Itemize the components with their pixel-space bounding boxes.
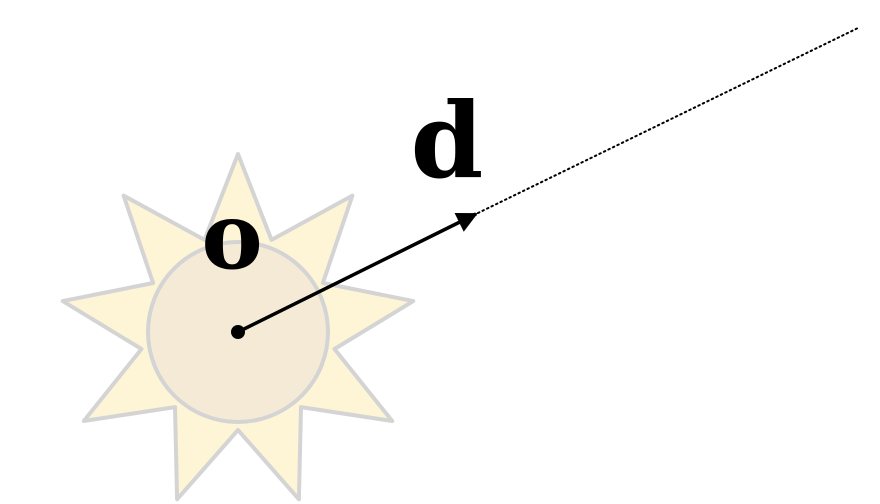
origin-label: o [201, 182, 262, 290]
direction-vector-arrow [237, 212, 478, 334]
ray-extension-dotted [477, 27, 859, 214]
direction-label: d [411, 79, 484, 202]
origin-point [231, 325, 245, 339]
